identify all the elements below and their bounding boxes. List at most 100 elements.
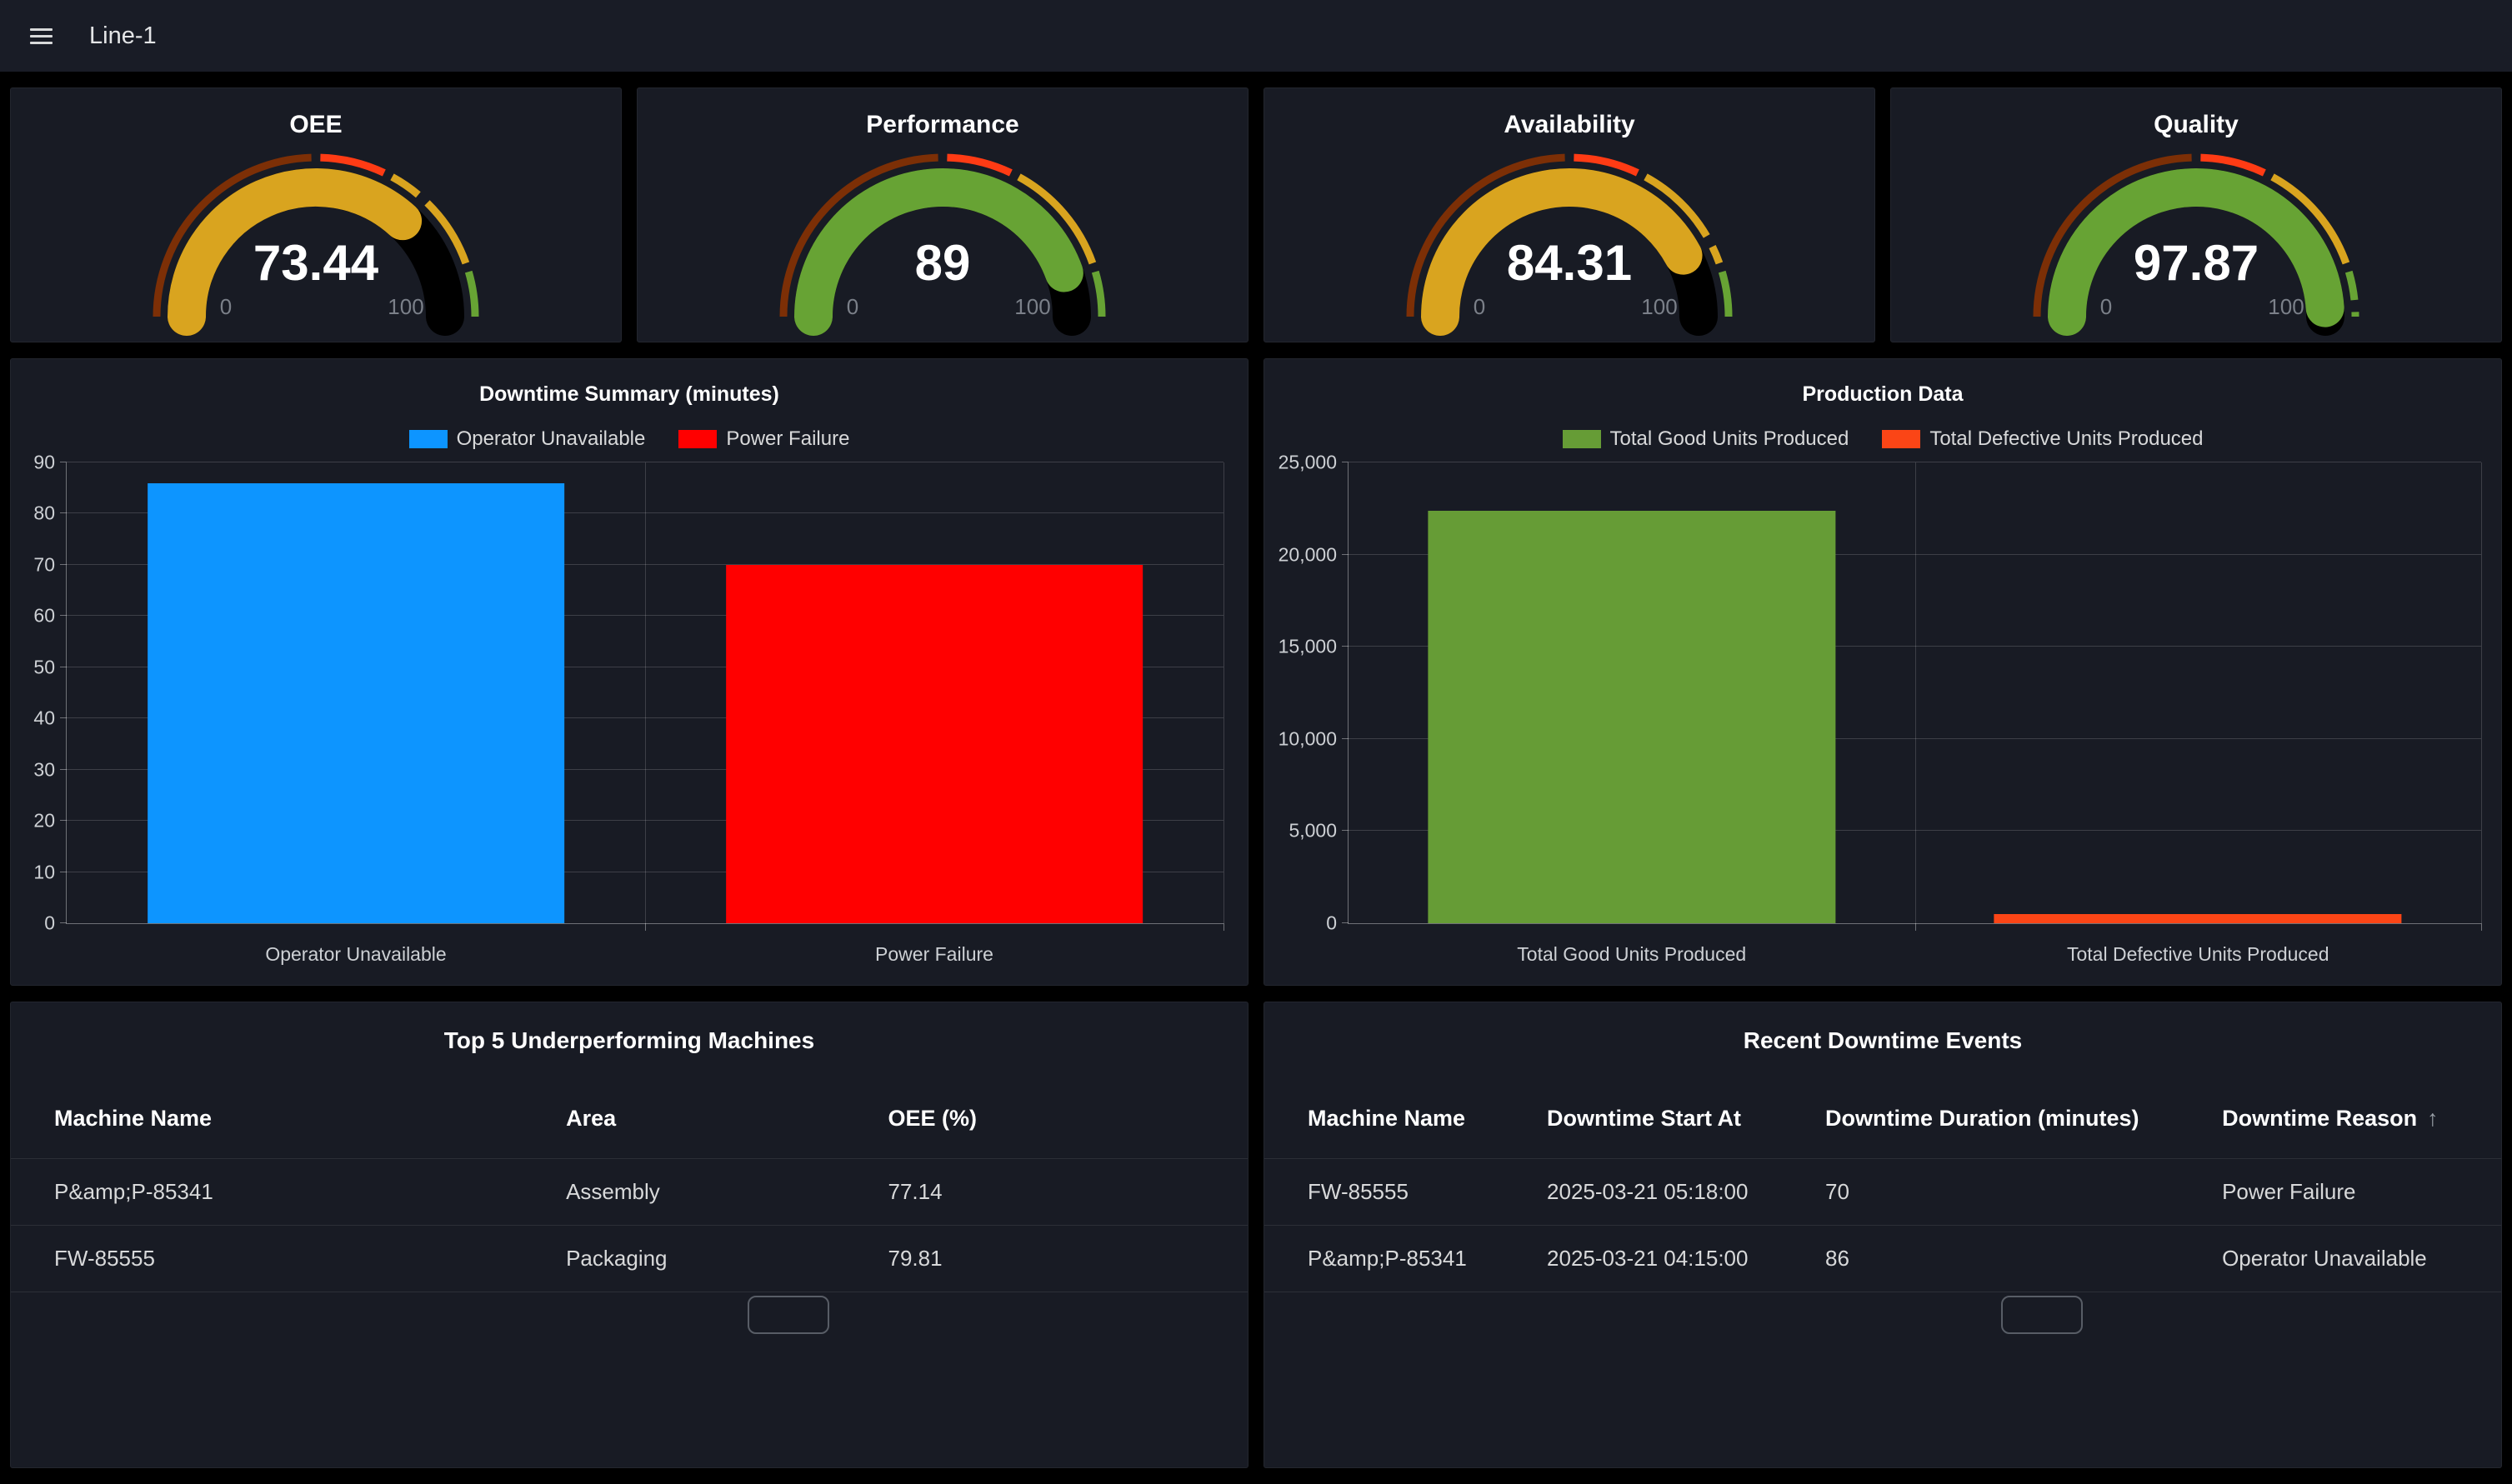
table-cell: Packaging	[566, 1246, 888, 1272]
x-axis-tick	[1915, 923, 1916, 931]
panel-title: Quality	[1891, 88, 2501, 140]
x-gridline	[1915, 462, 1916, 923]
pagination-button[interactable]	[748, 1296, 829, 1334]
x-gridline	[645, 462, 646, 923]
column-header[interactable]: Area	[566, 1106, 888, 1132]
y-axis-tick-label: 20	[33, 810, 55, 832]
bar-0	[1428, 511, 1835, 923]
y-axis-tick	[60, 564, 67, 565]
gauge-value: 97.87	[2134, 235, 2259, 291]
table-cell: 86	[1825, 1246, 2222, 1272]
y-axis-tick-label: 90	[33, 452, 55, 474]
legend-label: Operator Unavailable	[457, 427, 646, 451]
gauge-min-label: 0	[220, 294, 232, 319]
downtime-summary-chart-panel: Downtime Summary (minutes) Operator Unav…	[10, 358, 1248, 986]
y-axis-tick	[60, 717, 67, 718]
table-cell: Power Failure	[2222, 1179, 2458, 1205]
recent-downtime-events-table-panel: Recent Downtime Events Machine Name Downt…	[1264, 1002, 2502, 1468]
pagination-button[interactable]	[2001, 1296, 2083, 1334]
gauge-min-label: 0	[2100, 294, 2112, 319]
legend-label: Power Failure	[726, 427, 849, 451]
y-axis-tick	[1342, 738, 1349, 739]
y-axis-tick	[60, 820, 67, 821]
sort-ascending-icon[interactable]: ↑	[2427, 1106, 2439, 1131]
panel-title: OEE	[11, 88, 621, 140]
table-cell: 2025-03-21 04:15:00	[1547, 1246, 1825, 1272]
table-cell: 2025-03-21 05:18:00	[1547, 1179, 1825, 1205]
y-axis-tick-label: 30	[33, 758, 55, 781]
table-cell: P&amp;P-85341	[1308, 1246, 1547, 1272]
y-axis-tick-label: 70	[33, 553, 55, 576]
column-header[interactable]: Downtime Reason↑	[2222, 1106, 2458, 1132]
bar-1	[726, 565, 1143, 923]
legend-label: Total Defective Units Produced	[1929, 427, 2203, 451]
y-axis-tick	[60, 512, 67, 513]
x-axis-tick	[2481, 923, 2482, 931]
chart-title: Downtime Summary (minutes)	[11, 382, 1248, 407]
table-cell: 79.81	[888, 1246, 1204, 1272]
column-header[interactable]: OEE (%)	[888, 1106, 1204, 1132]
table-header-row: Machine Name Downtime Start At Downtime Du…	[1264, 1079, 2501, 1159]
x-axis-category-label: Total Good Units Produced	[1517, 943, 1746, 966]
column-header[interactable]: Downtime Start At	[1547, 1106, 1825, 1132]
gauge-min-label: 0	[1474, 294, 1485, 319]
column-header[interactable]: Machine Name	[54, 1106, 566, 1132]
gauge-threshold-ring-segment	[1713, 247, 1719, 263]
table-cell: 77.14	[888, 1179, 1204, 1205]
table-title: Recent Downtime Events	[1264, 1002, 2501, 1079]
y-axis-tick	[1342, 646, 1349, 647]
column-header[interactable]: Machine Name	[1308, 1106, 1547, 1132]
x-gridline	[1223, 462, 1224, 923]
x-axis-category-label: Total Defective Units Produced	[2067, 943, 2329, 966]
column-header-label: Machine Name	[54, 1106, 212, 1131]
panel-title: Availability	[1264, 88, 1874, 140]
menu-icon[interactable]	[30, 28, 53, 44]
legend-item[interactable]: Power Failure	[678, 427, 849, 451]
table-title: Top 5 Underperforming Machines	[11, 1002, 1248, 1079]
chart-title: Production Data	[1264, 382, 2501, 407]
x-gridline	[2481, 462, 2482, 923]
x-axis-category-label: Power Failure	[875, 943, 993, 966]
gauge-threshold-ring-segment	[2349, 272, 2354, 300]
legend-item[interactable]: Total Good Units Produced	[1563, 427, 1849, 451]
column-header-label: Machine Name	[1308, 1106, 1465, 1131]
x-axis-tick	[645, 923, 646, 931]
column-header[interactable]: Downtime Duration (minutes)	[1825, 1106, 2222, 1132]
y-axis-tick-label: 50	[33, 656, 55, 678]
panel-title: Performance	[638, 88, 1248, 140]
table-cell: Assembly	[566, 1179, 888, 1205]
y-axis-tick-label: 40	[33, 707, 55, 730]
table-cell: FW-85555	[54, 1246, 566, 1272]
legend-swatch	[1563, 430, 1601, 448]
y-axis-tick	[60, 922, 67, 923]
gauge-value: 89	[915, 235, 971, 291]
top-navbar: Line-1	[0, 0, 2512, 72]
column-header-label: Area	[566, 1106, 616, 1131]
y-axis-tick	[1342, 554, 1349, 555]
production-data-chart-panel: Production Data Total Good Units Produce…	[1264, 358, 2502, 986]
y-axis-tick-label: 0	[44, 912, 55, 935]
legend-item[interactable]: Operator Unavailable	[409, 427, 646, 451]
legend-item[interactable]: Total Defective Units Produced	[1882, 427, 2203, 451]
legend-swatch	[409, 430, 448, 448]
column-header-label: Downtime Start At	[1547, 1106, 1741, 1131]
y-axis-tick-label: 5,000	[1289, 820, 1337, 842]
y-axis-tick	[1342, 830, 1349, 831]
legend-swatch	[678, 430, 717, 448]
table-cell: 70	[1825, 1179, 2222, 1205]
